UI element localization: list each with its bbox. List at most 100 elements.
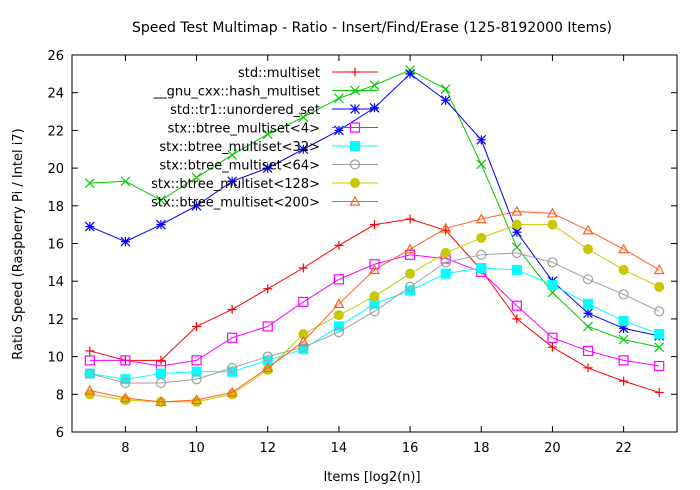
data-point: [333, 321, 344, 332]
data-point: [618, 264, 629, 275]
series-line-8: [89, 210, 660, 403]
data-point: [511, 242, 522, 253]
data-point: [653, 264, 665, 275]
data-point: [155, 396, 167, 407]
x-axis-label: Items [log2(n)]: [323, 470, 420, 485]
data-point: [298, 296, 309, 308]
data-point: [476, 159, 487, 170]
data-point: [583, 308, 593, 319]
data-point: [619, 376, 629, 386]
data-point: [120, 355, 131, 366]
legend-label: stx::btree_multiset<128>: [151, 177, 320, 192]
data-point: [262, 321, 273, 332]
data-point: [440, 84, 451, 94]
data-point: [156, 219, 166, 230]
data-point: [440, 95, 451, 106]
data-point: [404, 243, 416, 254]
legend-marker: [350, 178, 360, 188]
legend-marker: [350, 141, 360, 151]
x-tick-label: 22: [615, 441, 632, 456]
y-tick-label: 6: [56, 426, 64, 441]
data-point: [511, 247, 522, 259]
data-point: [84, 221, 95, 232]
data-point: [191, 200, 202, 211]
y-tick-label: 16: [47, 238, 64, 253]
data-point: [84, 384, 96, 395]
data-point: [582, 274, 594, 285]
y-tick-label: 26: [47, 49, 64, 64]
legend-label: stx::btree_multiset<64>: [159, 159, 320, 174]
series-line-6: [89, 252, 660, 384]
data-point: [618, 315, 629, 326]
y-axis-label: Ratio Speed (Raspberry Pi / Intel i7): [11, 128, 26, 359]
data-point: [298, 112, 309, 123]
legend-marker: [349, 122, 361, 133]
legend-label: stx::btree_multiset<4>: [168, 122, 320, 137]
data-point: [476, 232, 487, 243]
data-point: [618, 323, 629, 334]
data-point: [547, 332, 558, 343]
data-point: [654, 342, 665, 353]
y-tick-label: 18: [47, 200, 64, 215]
data-point: [547, 257, 558, 268]
legend-marker: [350, 104, 360, 114]
data-point: [618, 334, 629, 345]
data-point: [546, 207, 558, 218]
data-point: [547, 219, 558, 230]
data-point: [263, 284, 273, 294]
data-point: [405, 268, 416, 279]
data-point: [85, 346, 95, 356]
data-point: [618, 289, 629, 300]
x-tick-label: 12: [259, 441, 276, 456]
series-line-5: [89, 267, 660, 380]
data-point: [654, 328, 665, 339]
data-point: [511, 227, 522, 238]
data-point: [156, 195, 166, 206]
data-point: [262, 362, 274, 373]
data-point: [226, 386, 238, 397]
y-tick-label: 14: [47, 275, 64, 290]
data-point: [654, 306, 665, 317]
legend-marker: [350, 67, 360, 77]
data-point: [440, 222, 452, 233]
data-point: [262, 351, 273, 362]
legend-marker: [350, 85, 360, 96]
data-point: [191, 355, 202, 366]
data-point: [476, 263, 487, 274]
data-point: [191, 394, 203, 405]
data-point: [618, 355, 629, 366]
data-point: [120, 377, 131, 389]
data-point: [511, 264, 522, 275]
data-point: [370, 220, 379, 230]
data-point: [404, 281, 416, 292]
data-point: [227, 304, 237, 314]
data-point: [262, 163, 273, 174]
data-point: [654, 281, 665, 292]
data-point: [298, 328, 309, 339]
data-point: [191, 374, 202, 385]
legend-marker: [349, 195, 361, 206]
data-point: [511, 300, 522, 311]
data-point: [547, 279, 558, 290]
data-point: [476, 134, 487, 145]
data-point: [120, 176, 131, 187]
data-point: [369, 291, 380, 302]
data-point: [119, 392, 131, 403]
data-point: [333, 274, 345, 285]
x-tick-label: 18: [473, 441, 490, 456]
y-tick-label: 8: [56, 388, 64, 403]
data-point: [583, 298, 594, 309]
data-point: [333, 310, 344, 321]
data-point: [227, 366, 238, 377]
x-tick-label: 14: [331, 441, 348, 456]
x-tick-label: 16: [402, 441, 419, 456]
legend-label: std::tr1::unordered_set: [170, 103, 320, 118]
data-point: [368, 264, 381, 275]
data-point: [298, 263, 308, 273]
data-point: [404, 249, 416, 260]
data-point: [191, 366, 202, 377]
data-point: [227, 362, 238, 374]
data-point: [84, 355, 95, 366]
data-point: [369, 102, 380, 113]
